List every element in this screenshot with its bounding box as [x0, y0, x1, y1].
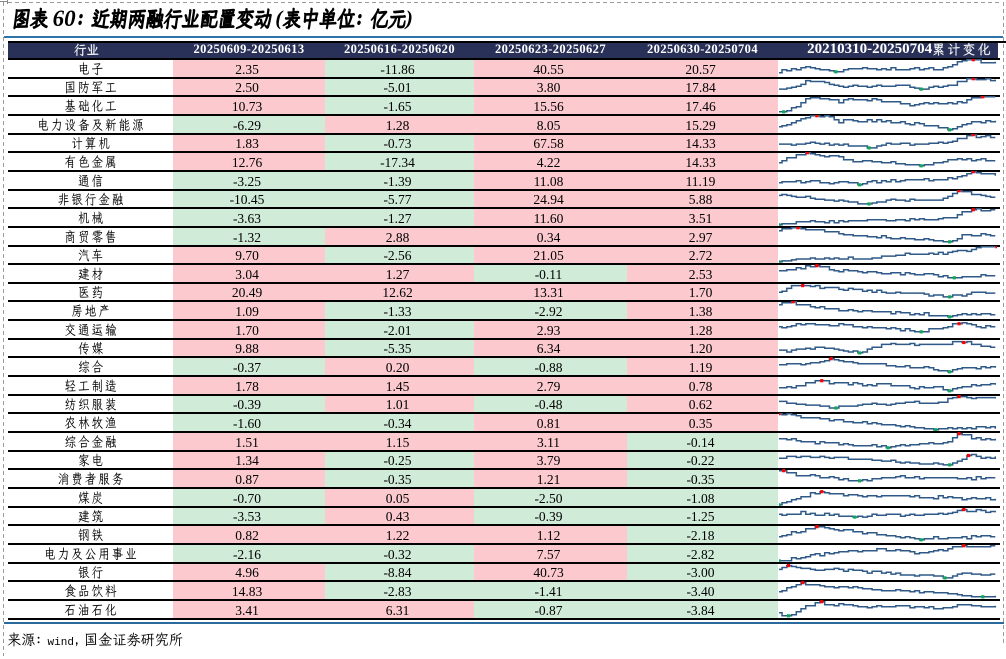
svg-text:wind: wind [48, 637, 74, 649]
